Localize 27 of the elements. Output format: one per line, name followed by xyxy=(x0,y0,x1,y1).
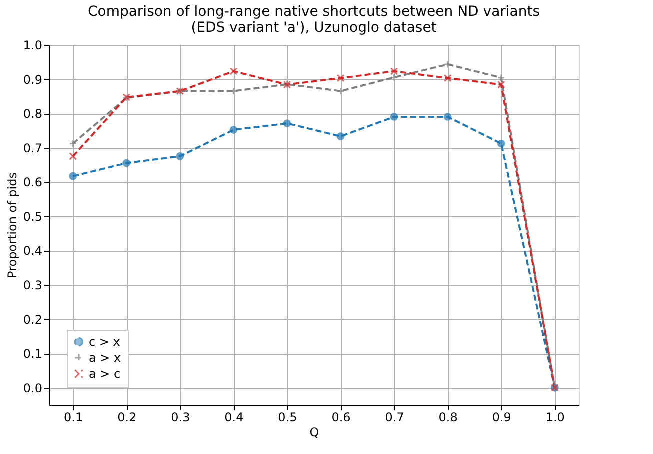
x-tick-label: 0.2 xyxy=(118,410,137,424)
y-tick-label: 1.0 xyxy=(23,38,42,52)
legend-label: c > x xyxy=(89,335,120,349)
y-tick-label: 0.7 xyxy=(23,141,42,156)
y-tick-label: 0.9 xyxy=(23,72,42,87)
y-tick-label: 0.5 xyxy=(23,210,42,224)
y-tick-label: 0.0 xyxy=(23,381,42,396)
legend-label: a > x xyxy=(89,351,122,365)
x-tick-label: 1.0 xyxy=(546,410,565,424)
x-tick-label: 0.6 xyxy=(332,410,351,424)
x-tick-label: 0.5 xyxy=(278,410,298,424)
x-tick-label: 0.8 xyxy=(438,410,458,424)
x-tick-label: 0.7 xyxy=(385,410,404,424)
y-tick-label: 0.4 xyxy=(23,244,42,258)
x-tick-label: 0.4 xyxy=(224,410,244,424)
x-tick-label: 0.1 xyxy=(64,410,84,424)
x-tick-label: 0.9 xyxy=(492,410,512,424)
y-tick-label: 0.1 xyxy=(23,347,42,362)
y-axis-title: Proportion of pids xyxy=(5,172,20,278)
y-tick-label: 0.8 xyxy=(23,107,42,122)
y-tick-label: 0.3 xyxy=(23,278,42,292)
chart-title: Comparison of long-range native shortcuts between ND variants (EDS variant 'a'), Uzunoglo dataset xyxy=(88,4,540,36)
legend-label: a > c xyxy=(89,367,121,381)
x-tick-label: 0.3 xyxy=(171,410,190,424)
y-tick-label: 0.6 xyxy=(23,176,42,190)
y-tick-label: 0.2 xyxy=(23,312,42,327)
x-axis-title: Q xyxy=(310,426,320,440)
